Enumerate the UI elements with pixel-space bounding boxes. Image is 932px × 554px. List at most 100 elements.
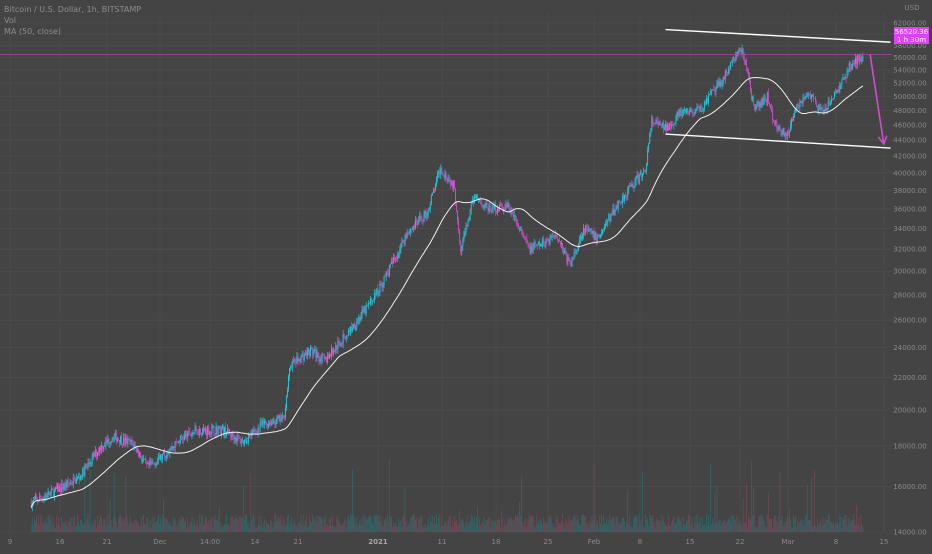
candle-body: [408, 232, 410, 234]
candle-body: [33, 499, 35, 501]
symbol-title[interactable]: Bitcoin / U.S. Dollar, 1h, BITSTAMP: [4, 5, 142, 14]
volume-bar: [478, 525, 480, 532]
volume-bar: [191, 516, 193, 532]
volume-bar: [782, 526, 784, 532]
price-axis[interactable]: 14000.0016000.0018000.0020000.0022000.00…: [893, 4, 926, 537]
candle-body: [382, 285, 384, 288]
volume-bar: [338, 521, 340, 532]
time-tick-label: 16: [56, 538, 65, 546]
candle-body: [698, 107, 700, 110]
volume-bar: [747, 515, 749, 532]
volume-bar: [662, 516, 664, 532]
volume-bar: [250, 473, 252, 532]
candle-body: [603, 229, 604, 231]
candle-body: [398, 253, 400, 255]
candle-body: [784, 133, 786, 137]
candle-body: [527, 243, 529, 245]
volume-bar: [525, 517, 527, 532]
volume-bar: [342, 523, 344, 532]
volume-bar: [98, 525, 99, 532]
candle-body: [193, 432, 195, 434]
volume-bar: [750, 518, 751, 532]
candle-body: [519, 227, 520, 230]
volume-legend[interactable]: Vol: [4, 16, 16, 25]
volume-bar: [104, 518, 106, 532]
volume-bar: [174, 517, 176, 532]
volume-bar: [787, 518, 789, 532]
ma-legend[interactable]: MA (50, close): [4, 27, 62, 36]
volume-bar: [471, 516, 473, 532]
volume-bar: [53, 524, 55, 532]
time-axis[interactable]: 9 16 21 Dec 14:00 14 21 2021 11 18 25 Feb 8 15 22 Mar 8 1…: [8, 538, 889, 546]
volume-bar: [353, 514, 355, 532]
candle-body: [335, 345, 337, 351]
candle-body: [513, 215, 515, 217]
candle-body: [770, 104, 771, 109]
volume-bar: [842, 517, 844, 532]
candle-body: [204, 428, 205, 432]
candle-body: [447, 178, 449, 182]
volume-bar: [322, 527, 324, 532]
volume-bar: [834, 526, 835, 532]
candle-body: [315, 349, 317, 358]
candle-body: [536, 244, 538, 246]
volume-bar: [316, 515, 318, 532]
candle-body: [577, 243, 579, 251]
candle-body: [235, 437, 237, 443]
candle-body: [695, 110, 697, 113]
channel-lower-line[interactable]: [665, 133, 891, 149]
volume-bar: [524, 521, 526, 532]
volume-bar: [71, 526, 73, 532]
candle-body: [787, 131, 789, 134]
candle-body: [732, 61, 734, 64]
volume-bar: [337, 516, 339, 532]
candle-body: [768, 102, 770, 105]
volume-bar: [448, 515, 450, 532]
candle-body: [508, 203, 510, 209]
volume-bar: [481, 523, 483, 532]
candle-body: [547, 239, 549, 242]
candle-body: [61, 483, 63, 492]
candle-body: [364, 306, 366, 314]
volume-bar: [371, 518, 372, 532]
volume-bar: [634, 516, 636, 532]
volume-bar: [359, 519, 361, 532]
candle-body: [526, 238, 528, 244]
price-tick-label: 32000.00: [893, 246, 926, 254]
time-tick-label: 21: [294, 538, 303, 546]
channel-upper-line[interactable]: [665, 28, 891, 43]
candle-body: [653, 123, 655, 124]
candle-body: [103, 446, 105, 450]
volume-bar: [838, 523, 840, 532]
volume-bar: [279, 514, 281, 532]
volume-bar: [585, 516, 587, 532]
candle-body: [444, 173, 446, 178]
volume-bar: [567, 523, 569, 532]
candle-body: [336, 345, 338, 350]
candle-body: [209, 431, 211, 435]
candle-body: [337, 341, 339, 350]
volume-bar: [60, 527, 62, 532]
volume-bar: [39, 524, 41, 532]
volume-bar: [504, 519, 506, 532]
volume-bar: [90, 526, 92, 532]
candle-body: [455, 188, 456, 203]
volume-bar: [730, 516, 732, 532]
candle-body: [648, 142, 650, 150]
candle-body: [279, 415, 281, 422]
volume-bar: [819, 523, 821, 532]
projection-arrow[interactable]: [869, 54, 888, 146]
candle-body: [240, 442, 242, 444]
candle-body: [734, 59, 736, 61]
volume-bar: [595, 524, 597, 532]
volume-bar: [102, 524, 104, 532]
volume-bar: [498, 518, 499, 532]
candle-body: [35, 496, 36, 500]
candle-body: [351, 326, 352, 332]
current-price-badge: 56520.36 1 h 30m: [894, 27, 929, 44]
candle-body: [79, 476, 81, 480]
candle-body: [509, 208, 511, 213]
volume-bar: [625, 527, 627, 532]
